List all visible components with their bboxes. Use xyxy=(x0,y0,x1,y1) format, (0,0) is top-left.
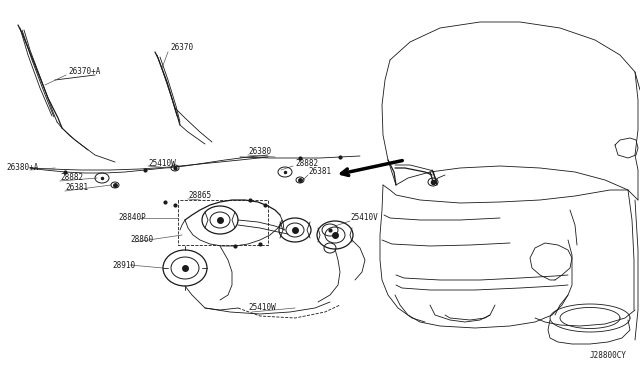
Text: 25410W: 25410W xyxy=(148,158,176,167)
Text: 28840P: 28840P xyxy=(118,214,146,222)
Text: 25410W: 25410W xyxy=(248,304,276,312)
Text: 26380: 26380 xyxy=(248,148,271,157)
Text: 28910: 28910 xyxy=(112,260,135,269)
Text: 25410V: 25410V xyxy=(350,214,378,222)
Text: 28865: 28865 xyxy=(188,192,211,201)
Text: 26370: 26370 xyxy=(170,44,193,52)
Text: 26370+A: 26370+A xyxy=(68,67,100,77)
Text: 28860: 28860 xyxy=(130,235,153,244)
Text: 28882: 28882 xyxy=(60,173,83,183)
Text: 26380+A: 26380+A xyxy=(6,164,38,173)
Text: 28882: 28882 xyxy=(295,158,318,167)
Text: 26381: 26381 xyxy=(65,183,88,192)
Text: J28800CY: J28800CY xyxy=(590,351,627,360)
Text: 26381: 26381 xyxy=(308,167,331,176)
